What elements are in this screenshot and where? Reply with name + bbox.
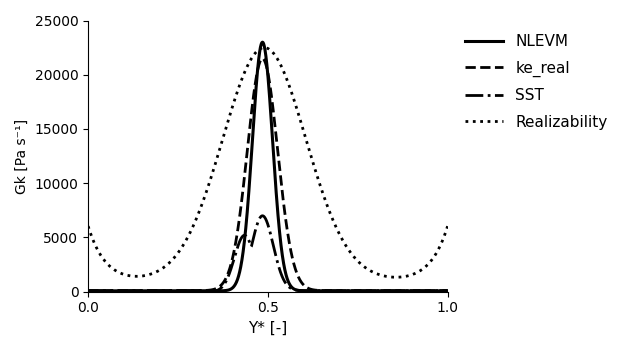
Realizability <box>147 272 154 276</box>
ke_real <box>398 289 406 293</box>
Realizability <box>222 126 230 130</box>
NLEVM <box>398 289 406 293</box>
NLEVM <box>84 289 92 293</box>
Realizability <box>125 273 133 278</box>
Realizability <box>84 224 92 228</box>
Realizability <box>444 224 451 228</box>
SST <box>437 289 444 293</box>
SST <box>125 289 133 293</box>
ke_real <box>444 289 451 293</box>
SST <box>259 214 266 218</box>
ke_real <box>147 289 154 293</box>
NLEVM <box>238 260 245 264</box>
ke_real <box>84 289 92 293</box>
Realizability <box>392 275 399 279</box>
Legend: NLEVM, ke_real, SST, Realizability: NLEVM, ke_real, SST, Realizability <box>459 28 614 136</box>
NLEVM <box>125 289 133 293</box>
NLEVM <box>222 289 230 293</box>
Line: Realizability: Realizability <box>88 48 447 277</box>
Line: ke_real: ke_real <box>88 59 447 291</box>
Line: SST: SST <box>88 216 447 291</box>
SST <box>444 289 451 293</box>
Y-axis label: Gk [Pa s⁻¹]: Gk [Pa s⁻¹] <box>15 119 29 194</box>
SST <box>84 289 92 293</box>
SST <box>398 289 406 293</box>
SST <box>238 236 245 240</box>
Realizability <box>238 78 245 82</box>
X-axis label: Y* [-]: Y* [-] <box>248 321 287 336</box>
ke_real <box>238 200 245 204</box>
ke_real <box>259 57 266 61</box>
NLEVM <box>444 289 451 293</box>
ke_real <box>222 276 230 280</box>
SST <box>222 279 230 284</box>
Realizability <box>437 243 445 247</box>
Realizability <box>261 46 268 50</box>
NLEVM <box>147 289 154 293</box>
NLEVM <box>437 289 444 293</box>
ke_real <box>125 289 133 293</box>
Realizability <box>398 275 406 279</box>
ke_real <box>437 289 444 293</box>
Line: NLEVM: NLEVM <box>88 42 447 291</box>
NLEVM <box>259 40 266 44</box>
SST <box>147 289 154 293</box>
